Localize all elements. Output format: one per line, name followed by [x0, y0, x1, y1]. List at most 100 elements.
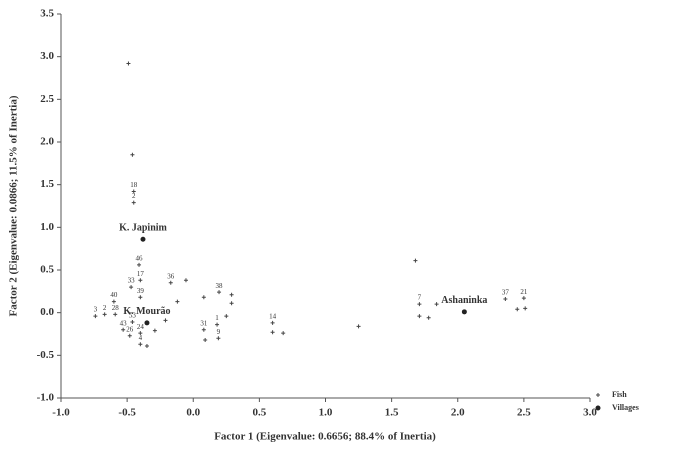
fish-point — [503, 297, 508, 302]
fish-point — [138, 295, 143, 300]
x-tick-label: 0.5 — [253, 407, 267, 419]
x-tick-label: 2.0 — [451, 407, 465, 419]
x-tick-label: 1.0 — [319, 407, 333, 419]
fish-point — [356, 324, 361, 329]
fish-point — [270, 320, 275, 325]
y-tick-label: 3.5 — [40, 8, 54, 20]
fish-point — [523, 306, 528, 311]
fish-point — [229, 301, 234, 306]
x-tick-label: 3.0 — [583, 407, 597, 419]
x-tick-label: -1.0 — [52, 407, 70, 419]
fish-point — [426, 315, 431, 320]
y-tick-label: 2.5 — [40, 93, 54, 105]
point-label: 2 — [103, 304, 107, 312]
village-point — [144, 320, 150, 326]
x-tick-label: 1.5 — [385, 407, 399, 419]
point-label: 37 — [502, 289, 510, 297]
fish-point — [229, 292, 234, 297]
fish-point — [201, 295, 206, 300]
point-label: 17 — [137, 270, 145, 278]
fish-point — [175, 299, 180, 304]
x-tick-label: 2.5 — [517, 407, 531, 419]
point-label: 28 — [112, 304, 120, 312]
point-label: 7 — [418, 294, 422, 302]
fish-point — [163, 318, 168, 323]
point-label: 9 — [217, 328, 221, 336]
fish-point — [138, 342, 143, 347]
y-tick-label: -1.0 — [37, 392, 55, 404]
fish-point — [515, 307, 520, 312]
point-label: 31 — [200, 319, 208, 327]
fish-point — [130, 152, 135, 157]
fish-point — [413, 258, 418, 263]
legend-label: Villages — [612, 403, 639, 412]
fish-point — [203, 337, 208, 342]
point-label: 18 — [130, 181, 138, 189]
point-label: 1 — [215, 314, 219, 322]
y-tick-label: 2.0 — [40, 136, 54, 148]
point-label: 43 — [120, 319, 128, 327]
y-tick-label: -0.5 — [37, 349, 55, 361]
point-label: K. Japinim — [119, 223, 167, 234]
fish-point — [201, 327, 206, 332]
point-label: 36 — [167, 272, 175, 280]
fish-point — [130, 320, 135, 325]
point-label: 2 — [132, 192, 136, 200]
fish-point — [111, 299, 116, 304]
point-label: 26 — [126, 325, 134, 333]
y-axis-title: Factor 2 (Eigenvalue: 0.0866; 11.5% of I… — [8, 95, 20, 316]
fish-point — [281, 331, 286, 336]
y-tick-label: 0.5 — [40, 264, 54, 276]
point-label: Ashaninka — [441, 295, 487, 306]
fish-point — [417, 302, 422, 307]
x-tick-label: 0.0 — [186, 407, 200, 419]
village-point — [140, 236, 146, 242]
point-label: 38 — [216, 282, 224, 290]
fish-point — [152, 328, 157, 333]
fish-point — [113, 312, 118, 317]
fish-point — [434, 302, 439, 307]
fish-point — [131, 200, 136, 205]
legend-marker — [596, 393, 600, 397]
fish-point — [129, 285, 134, 290]
fish-point — [168, 280, 173, 285]
legend-label: Fish — [612, 390, 627, 399]
point-label: K. Mourão — [123, 306, 170, 317]
fish-point — [131, 189, 136, 194]
fish-point — [224, 314, 229, 319]
point-label: 3 — [94, 306, 98, 314]
point-label: 33 — [128, 277, 136, 285]
fish-point — [121, 327, 126, 332]
point-label: 24 — [137, 323, 145, 331]
fish-point — [93, 314, 98, 319]
point-label: 4 — [139, 334, 143, 342]
point-label: 21 — [520, 288, 528, 296]
y-tick-label: 3.0 — [40, 50, 54, 62]
point-label: 39 — [137, 287, 145, 295]
legend-marker — [595, 405, 601, 411]
fish-point — [217, 290, 222, 295]
y-tick-label: 1.5 — [40, 178, 54, 190]
fish-point — [138, 278, 143, 283]
fish-point — [270, 330, 275, 335]
fish-point — [216, 336, 221, 341]
fish-point — [215, 322, 220, 327]
fish-point — [138, 331, 143, 336]
fish-point — [521, 296, 526, 301]
village-point — [461, 309, 467, 315]
point-label: 53 — [129, 312, 137, 320]
fish-point — [126, 61, 131, 66]
point-label: 46 — [136, 254, 144, 262]
fish-point — [137, 262, 142, 267]
fish-point — [144, 343, 149, 348]
x-tick-label: -0.5 — [118, 407, 136, 419]
point-label: 40 — [110, 291, 118, 299]
fish-point — [127, 333, 132, 338]
y-tick-label: 1.0 — [40, 221, 54, 233]
fish-point — [183, 278, 188, 283]
fish-point — [417, 314, 422, 319]
point-label: 14 — [269, 313, 277, 321]
y-tick-label: 0.0 — [40, 306, 54, 318]
fish-point — [102, 312, 107, 317]
